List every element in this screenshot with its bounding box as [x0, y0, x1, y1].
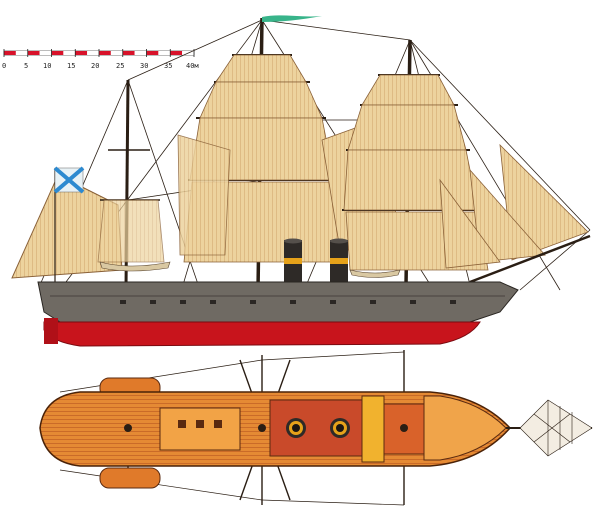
funnel-fore-plan: [330, 418, 350, 438]
scale-bar-segment: [99, 51, 111, 55]
aft-boat-sponson-bottom: [99, 467, 161, 489]
side-elevation: [11, 15, 591, 347]
deck-plan: [39, 350, 593, 506]
forecastle-deck: [423, 395, 507, 461]
fore-topsail: [343, 149, 479, 211]
scale-bar-segment: [63, 51, 76, 55]
rudder: [44, 318, 58, 344]
bridge-deck: [361, 395, 385, 463]
fore-topmast-staysail: [177, 134, 231, 256]
scale-bar-segment: [39, 51, 52, 55]
bowsprit: [469, 234, 591, 284]
scale-bar-segment: [110, 51, 123, 55]
jib-net: [519, 399, 593, 457]
engine-room-casing: [269, 399, 367, 457]
main-topgallant-sail: [199, 81, 323, 119]
scale-bar-segment: [134, 51, 147, 55]
scale-tick-35: 35: [164, 62, 172, 70]
scale-tick-10: 10: [43, 62, 51, 70]
scale-tick-5: 5: [24, 62, 28, 70]
scale-bar-segment: [87, 51, 99, 55]
funnel-aft: [284, 238, 302, 282]
hull-upper: [37, 281, 519, 323]
scale-bar-segment: [146, 51, 159, 55]
scale-tick-0: 0: [2, 62, 6, 70]
funnel-fore: [330, 238, 348, 282]
fore-topgallant-sail: [347, 104, 467, 151]
funnel-aft-plan: [286, 418, 306, 438]
gun-ports: [120, 300, 456, 304]
scale-tick-30: 30: [140, 62, 148, 70]
scale-bar-segment: [4, 51, 16, 55]
scale-bar-segment: [170, 51, 183, 55]
scale-tick-25: 25: [116, 62, 124, 70]
scale-bar-segment: [158, 51, 171, 55]
scale-tick-15: 15: [67, 62, 75, 70]
fore-staysail: [439, 178, 501, 269]
scale-bar: 0 5 10 15 20 25 30 35 40м: [2, 49, 199, 70]
mizzen-mast-step: [124, 424, 132, 432]
mizzen-lower-sail: [97, 199, 165, 263]
scale-bar-segment: [75, 51, 88, 55]
main-royal-sail: [215, 54, 307, 83]
fore-royal-sail: [361, 74, 455, 106]
aft-deckhouse: [159, 407, 241, 451]
scale-bar-segment: [51, 51, 64, 55]
scale-bar-segments: [3, 49, 195, 57]
st-andrew-ensign-icon: [53, 166, 85, 285]
scale-tick-40: 40м: [186, 62, 199, 70]
fore-mast-step: [400, 424, 408, 432]
main-mast-step: [258, 424, 266, 432]
scale-bar-segment: [15, 51, 28, 55]
scale-bar-segment: [27, 51, 40, 55]
jib-sail-inner: [469, 168, 546, 263]
deck-boat: [99, 261, 171, 272]
deck-boat: [349, 269, 401, 278]
masthead-pennant-icon: [262, 15, 322, 22]
hull-lower-antifouling: [43, 321, 481, 347]
scale-bar-segment: [122, 51, 135, 55]
scale-tick-20: 20: [91, 62, 99, 70]
